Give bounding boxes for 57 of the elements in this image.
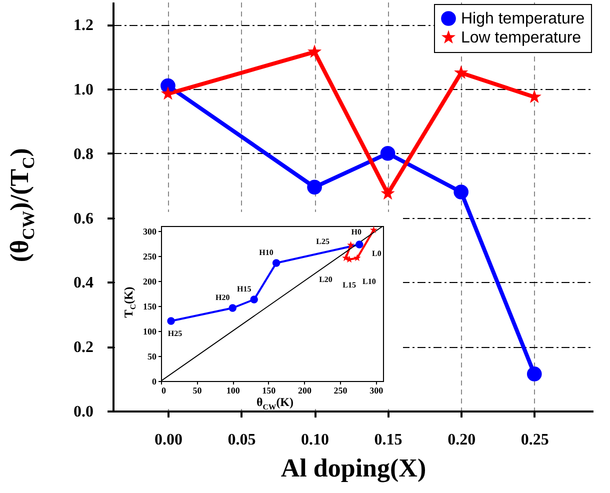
y-tick-label: 200 bbox=[143, 276, 157, 286]
annotation: L10 bbox=[362, 277, 376, 286]
y-tick-label: 0.0 bbox=[74, 404, 94, 420]
y-tick-label: 1.2 bbox=[74, 17, 94, 34]
point bbox=[380, 186, 395, 200]
y-tick-label: 150 bbox=[143, 302, 157, 312]
annotation: H10 bbox=[259, 248, 274, 257]
point bbox=[307, 180, 322, 195]
annotation: H0 bbox=[351, 228, 362, 236]
y-tick-label: 0.8 bbox=[74, 146, 94, 163]
point bbox=[342, 254, 350, 262]
annotation: H20 bbox=[215, 293, 230, 302]
point bbox=[355, 240, 364, 248]
point bbox=[347, 241, 354, 248]
y-tick-label: 250 bbox=[143, 252, 157, 262]
annotation: L0 bbox=[372, 249, 382, 258]
y-tick-label: 100 bbox=[143, 326, 157, 336]
y-tick-label: 0.2 bbox=[74, 339, 94, 356]
y-tick-label: 1.0 bbox=[74, 81, 94, 98]
point bbox=[307, 44, 322, 58]
y-tick-label: 300 bbox=[143, 226, 157, 236]
x-tick-label: 0.20 bbox=[448, 432, 476, 448]
x-tick-label: 50 bbox=[192, 386, 202, 396]
x-tick-label: 300 bbox=[370, 386, 384, 396]
point bbox=[454, 184, 469, 200]
x-tick-label: 250 bbox=[334, 386, 348, 396]
x-tick-label: 100 bbox=[226, 386, 240, 396]
point bbox=[272, 259, 280, 267]
point bbox=[526, 366, 542, 382]
x-tick-label: 0.15 bbox=[374, 432, 402, 448]
y-tick-label: 0.4 bbox=[74, 274, 94, 292]
annotation: L25 bbox=[316, 237, 330, 246]
point bbox=[454, 65, 468, 79]
point bbox=[250, 296, 258, 304]
x-tick-label: 0.10 bbox=[301, 432, 330, 448]
x-tick-label: 0.25 bbox=[520, 432, 549, 448]
point bbox=[380, 146, 396, 161]
x-tick-label: 150 bbox=[262, 386, 276, 396]
annotation: H25 bbox=[168, 329, 182, 338]
point bbox=[370, 226, 378, 234]
x-tick-label: 0.00 bbox=[154, 432, 182, 448]
y-tick-label: 0 bbox=[152, 376, 157, 386]
y-tick-label: 0.6 bbox=[74, 210, 94, 228]
annotation: L20 bbox=[319, 275, 332, 284]
x-tick-label: 0 bbox=[162, 386, 166, 396]
point bbox=[354, 254, 361, 262]
legend-label: Low temperature bbox=[461, 30, 582, 46]
x-tick-label: 0.05 bbox=[228, 432, 256, 448]
annotation: H15 bbox=[236, 284, 252, 294]
y-tick-label: 50 bbox=[148, 352, 157, 362]
x-axis-title: Al doping(X) bbox=[280, 454, 426, 482]
point bbox=[167, 317, 175, 325]
x-axis-title: θ$_{CW}$(K) bbox=[256, 394, 294, 412]
x-tick-label: 200 bbox=[298, 386, 312, 396]
point bbox=[228, 304, 236, 312]
legend-label: High temperature bbox=[461, 10, 585, 28]
annotation: L15 bbox=[342, 280, 356, 290]
